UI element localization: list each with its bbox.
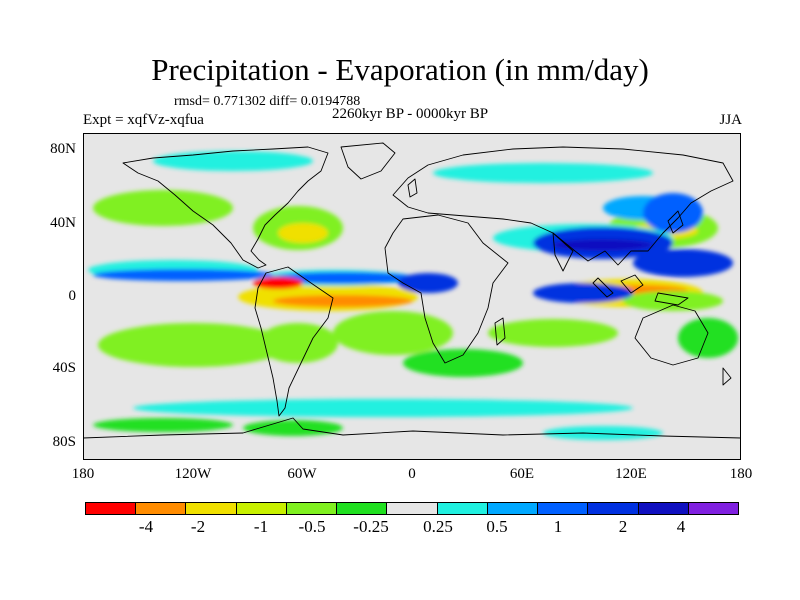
colorbar-label: -1 (253, 517, 269, 536)
coastline-japan (667, 210, 684, 234)
field-patch (553, 239, 653, 251)
coastline-uk (407, 178, 418, 198)
coastline-australia (634, 304, 709, 366)
y-tick-label: 0 (68, 288, 77, 304)
x-tick-label: 60W (287, 466, 317, 482)
field-patch (333, 311, 453, 355)
colorbar-box (688, 503, 739, 514)
colorbar-label: 4 (676, 517, 686, 536)
field-patch (633, 249, 733, 277)
field-patch (643, 193, 703, 233)
period-label: 2260kyr BP - 0000kyr BP (331, 106, 489, 122)
coastline-borneo (620, 274, 644, 294)
x-tick-label: 120E (615, 466, 647, 482)
field-patch (623, 291, 723, 311)
x-tick-label: 120W (174, 466, 212, 482)
colorbar-box (437, 503, 488, 514)
coastlines (83, 142, 741, 439)
coastline-africa (384, 214, 509, 364)
colorbar-box (387, 503, 438, 514)
experiment-label: Expt = xqfVz-xqfua (83, 112, 204, 128)
colorbar-label: 0.5 (486, 517, 508, 536)
field-patch (678, 318, 738, 358)
y-tick-label: 40N (50, 215, 76, 231)
colorbar-box (136, 503, 187, 514)
stats-label: rmsd= 0.771302 diff= 0.0194788 (174, 94, 361, 109)
colorbar-box (86, 503, 137, 514)
colorbar-labels: -4 -2 -1 -0.5 -0.25 0.25 0.5 1 2 4 (85, 517, 739, 541)
field-patch (273, 295, 413, 307)
x-tick-label: 180 (71, 466, 95, 482)
colorbar-box (588, 503, 639, 514)
y-tick-label: 80S (52, 434, 76, 450)
colorbar-label: 1 (553, 517, 563, 536)
colorbar-box (638, 503, 689, 514)
colorbar-label: -4 (138, 517, 154, 536)
x-tick-label: 180 (729, 466, 753, 482)
coastline-india (552, 232, 574, 272)
field-patch (133, 399, 633, 417)
y-tick-label: 80N (50, 141, 76, 157)
field-patch (253, 277, 303, 289)
field-patch (243, 420, 343, 436)
field-patch (268, 272, 418, 284)
coastline-south-america (254, 266, 334, 417)
y-tick-label: 40S (52, 360, 76, 376)
field-patch (93, 269, 273, 281)
field-patch (543, 426, 663, 440)
figure-title: Precipitation - Evaporation (in mm/day) (151, 52, 649, 87)
colorbar-box (487, 503, 539, 514)
field-patch (398, 273, 458, 293)
colorbar-label: -0.5 (298, 517, 326, 536)
field-patch (93, 418, 233, 432)
field-patch (278, 223, 328, 243)
colorbar-label: -0.25 (353, 517, 389, 536)
colorbar-label: 2 (618, 517, 628, 536)
world-map (83, 133, 741, 460)
colorbar-box (286, 503, 338, 514)
field-patch (98, 323, 288, 367)
colorbar-label: -2 (190, 517, 206, 536)
field-patch (403, 349, 523, 377)
coastline-antarctica (83, 417, 741, 439)
season-label: JJA (719, 112, 742, 128)
coastline-eurasia (392, 146, 734, 266)
coastline-madagascar (494, 317, 506, 346)
colorbar-box (337, 503, 388, 514)
coastline-new-zealand (722, 367, 732, 386)
field-patch (153, 151, 313, 171)
field-patch (93, 190, 233, 226)
colorbar (85, 502, 739, 515)
map-frame (83, 133, 741, 460)
field-patch (533, 283, 633, 303)
colorbar-box (236, 503, 287, 514)
coastline-north-america (122, 146, 329, 269)
colorbar-label: 0.25 (423, 517, 453, 536)
x-tick-label: 60E (509, 466, 535, 482)
colorbar-box (538, 503, 589, 514)
field-patch (433, 163, 653, 183)
colorbar-box (186, 503, 237, 514)
field-patch (488, 319, 618, 347)
field-patch (258, 323, 338, 363)
coastline-new-guinea (654, 292, 689, 306)
x-tick-label: 0 (408, 466, 416, 482)
coastline-sumatra (592, 277, 614, 298)
coastline-greenland (340, 142, 396, 180)
